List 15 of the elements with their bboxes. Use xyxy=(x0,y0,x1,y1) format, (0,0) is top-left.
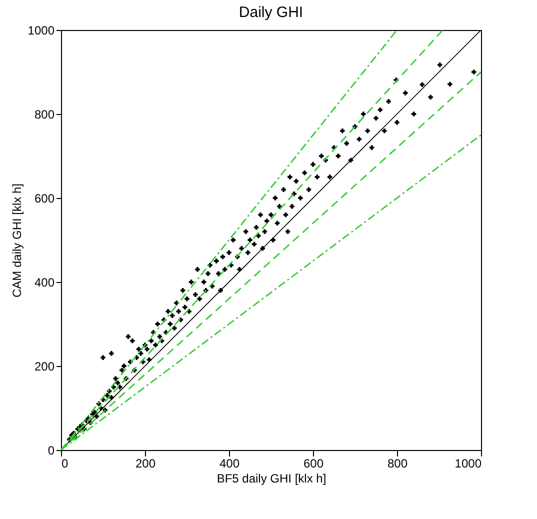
x-tick-label: 0 xyxy=(62,456,68,470)
x-tick-label: 200 xyxy=(135,456,156,470)
y-axis-title: CAM daily GHI [klx h] xyxy=(10,183,24,298)
chart-title: Daily GHI xyxy=(238,4,304,21)
x-tick-label: 800 xyxy=(387,456,408,470)
x-axis-title: BF5 daily GHI [klx h] xyxy=(216,472,326,486)
x-tick-label: 1000 xyxy=(454,456,482,470)
x-tick-label: 400 xyxy=(219,456,240,470)
y-tick-label: 0 xyxy=(48,444,55,458)
x-tick-label: 600 xyxy=(303,456,324,470)
y-tick-label: 600 xyxy=(34,192,55,206)
y-tick-label: 800 xyxy=(34,108,55,122)
y-tick-label: 400 xyxy=(34,276,55,290)
y-tick-label: 200 xyxy=(34,360,55,374)
y-tick-label: 1000 xyxy=(28,24,55,38)
